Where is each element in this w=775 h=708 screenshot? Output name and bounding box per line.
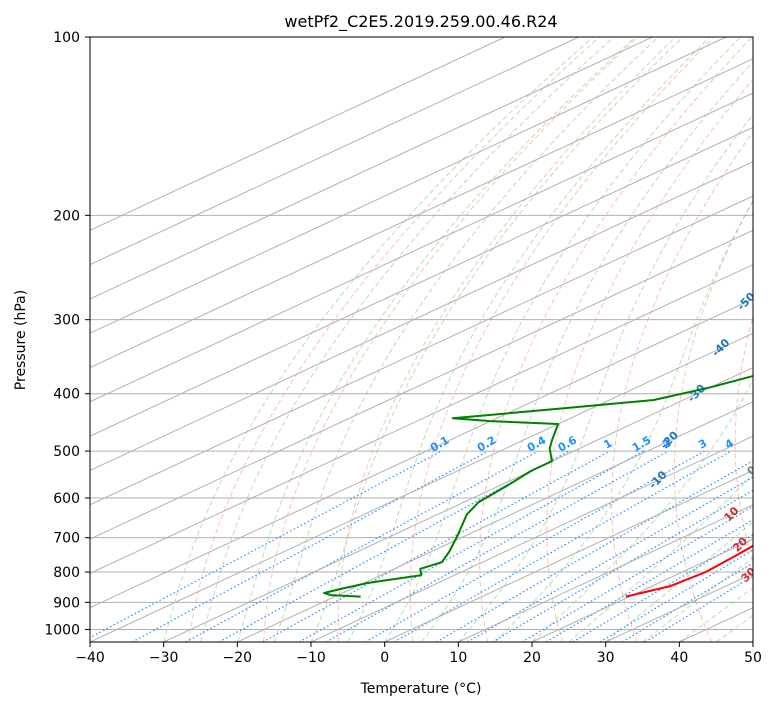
mixing-ratio-line: [521, 505, 753, 642]
mixing-ratio-line: [298, 450, 644, 642]
moist-adiabat: [642, 556, 753, 642]
x-tick-label: −40: [75, 650, 105, 666]
y-tick-label: 400: [53, 387, 80, 403]
mixing-ratio-line: [393, 450, 732, 642]
profile-series: [323, 374, 753, 598]
mixing-ratio-line: [90, 450, 442, 639]
moist-adiabat: [605, 521, 753, 642]
y-tick-label: 1000: [44, 622, 80, 638]
isotherm-label: -40: [709, 336, 732, 359]
plot-frame: [89, 36, 754, 643]
mixing-ratio-lines: [90, 450, 753, 642]
y-tick-label: 200: [53, 208, 80, 224]
moist-adiabat: [273, 37, 659, 642]
isotherm-label: -20: [658, 428, 681, 451]
dry-adiabats: [188, 37, 753, 642]
isotherm-line: [384, 469, 753, 642]
isotherm-line: [90, 58, 753, 369]
x-tick-label: −30: [149, 650, 179, 666]
y-axis-label: Pressure (hPa): [13, 290, 29, 390]
moist-adiabat: [752, 641, 753, 642]
x-tick-label: 10: [449, 650, 467, 666]
skewed-isotherms: [90, 37, 753, 642]
isotherm-line: [90, 332, 753, 642]
dry-adiabat: [188, 37, 600, 642]
x-axis-label: Temperature (°C): [360, 681, 482, 697]
dry-adiabat: [479, 37, 753, 642]
dry-adiabat: [409, 37, 715, 642]
y-tick-label: 800: [53, 565, 80, 581]
dry-adiabat: [337, 37, 677, 642]
moist-adiabat: [310, 37, 684, 642]
dry-adiabat: [611, 131, 753, 642]
mixing-ratio-label: 1: [601, 437, 614, 452]
x-tick-label: 20: [523, 650, 541, 666]
moist-adiabat: [568, 473, 753, 642]
dry-adiabat: [673, 200, 753, 642]
moist-adiabat: [236, 37, 636, 642]
moist-adiabat-label: 30: [739, 565, 759, 585]
isotherm-line: [163, 366, 753, 642]
mixing-ratio-line: [325, 450, 669, 642]
x-tick-label: −20: [223, 650, 253, 666]
isotherm-line: [310, 435, 753, 642]
y-tick-label: 300: [53, 313, 80, 329]
isotherm-line: [90, 37, 506, 231]
isotherm-label: -50: [735, 290, 758, 313]
chart-title: wetPf2_C2E5.2019.259.00.46.R24: [284, 12, 557, 32]
x-tick-label: 0: [380, 650, 389, 666]
isotherm-line: [90, 126, 753, 437]
y-tick-label: 100: [53, 30, 80, 46]
moist-adiabat-label: 40: [754, 592, 774, 612]
dry-adiabat: [734, 315, 753, 564]
x-axis: −40 −30 −20 −10 0 10 20 30 40 50: [75, 642, 762, 666]
moist-adiabat: [494, 199, 753, 642]
mixing-ratio-line: [365, 450, 705, 642]
isotherm-line: [90, 264, 753, 574]
moist-adiabat-label: 0: [744, 463, 759, 478]
mixing-ratio-label: 6: [762, 436, 775, 451]
moist-adiabat: [347, 37, 711, 642]
moist-adiabat: [163, 37, 594, 642]
y-axis: 100 200 300 400 500 600 700 800 900 1000: [44, 30, 90, 638]
isotherm-line: [90, 195, 753, 506]
moist-adiabat: [531, 378, 753, 642]
grid-lines: [90, 37, 753, 630]
mixing-ratio-label: 3: [696, 437, 709, 452]
mixing-ratio-line: [131, 450, 489, 642]
x-tick-label: 50: [744, 650, 762, 666]
moist-adiabat: [384, 37, 741, 642]
isotherm-line: [90, 92, 753, 403]
dry-adiabat: [263, 37, 638, 642]
moist-adiabat: [200, 37, 615, 642]
moist-adiabat: [457, 113, 753, 642]
x-tick-label: 30: [597, 650, 615, 666]
isotherm-label: -60: [758, 245, 775, 268]
isotherm-line: [90, 37, 653, 300]
mixing-ratio-line: [644, 575, 753, 642]
moist-adiabats: [163, 37, 753, 642]
isotherm-line: [90, 229, 753, 540]
mixing-ratio-line: [491, 489, 753, 642]
mixing-ratio-line: [262, 450, 610, 642]
isotherm-line: [752, 641, 753, 642]
isotherm-line: [90, 37, 727, 334]
isotherm-line: [90, 298, 753, 609]
y-tick-label: 700: [53, 531, 80, 547]
y-tick-label: 900: [53, 595, 80, 611]
x-tick-label: −10: [296, 650, 326, 666]
x-tick-label: 40: [670, 650, 688, 666]
isotherm-line: [531, 538, 753, 642]
isotherm-line: [90, 161, 753, 472]
isotherm-line: [458, 504, 753, 642]
profile-line: [323, 374, 753, 598]
isotherm-line: [90, 37, 580, 266]
y-tick-label: 600: [53, 491, 80, 507]
y-tick-label: 500: [53, 444, 80, 460]
dry-adiabat: [546, 78, 753, 642]
